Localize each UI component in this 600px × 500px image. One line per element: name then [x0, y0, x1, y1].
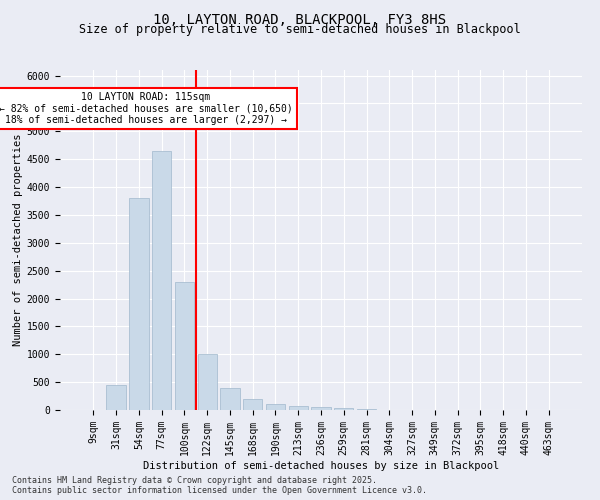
Text: Size of property relative to semi-detached houses in Blackpool: Size of property relative to semi-detach…: [79, 22, 521, 36]
X-axis label: Distribution of semi-detached houses by size in Blackpool: Distribution of semi-detached houses by …: [143, 460, 499, 470]
Bar: [311, 406, 331, 410]
Text: 10, LAYTON ROAD, BLACKPOOL, FY3 8HS: 10, LAYTON ROAD, BLACKPOOL, FY3 8HS: [154, 12, 446, 26]
Bar: [243, 399, 262, 410]
Text: 10 LAYTON ROAD: 115sqm
← 82% of semi-detached houses are smaller (10,650)
18% of: 10 LAYTON ROAD: 115sqm ← 82% of semi-det…: [0, 92, 293, 126]
Bar: [197, 354, 217, 410]
Bar: [334, 408, 353, 410]
Bar: [220, 388, 239, 410]
Bar: [129, 198, 149, 410]
Bar: [175, 282, 194, 410]
Bar: [106, 385, 126, 410]
Bar: [152, 151, 172, 410]
Bar: [266, 404, 285, 410]
Bar: [289, 406, 308, 410]
Text: Contains HM Land Registry data © Crown copyright and database right 2025.
Contai: Contains HM Land Registry data © Crown c…: [12, 476, 427, 495]
Y-axis label: Number of semi-detached properties: Number of semi-detached properties: [13, 134, 23, 346]
